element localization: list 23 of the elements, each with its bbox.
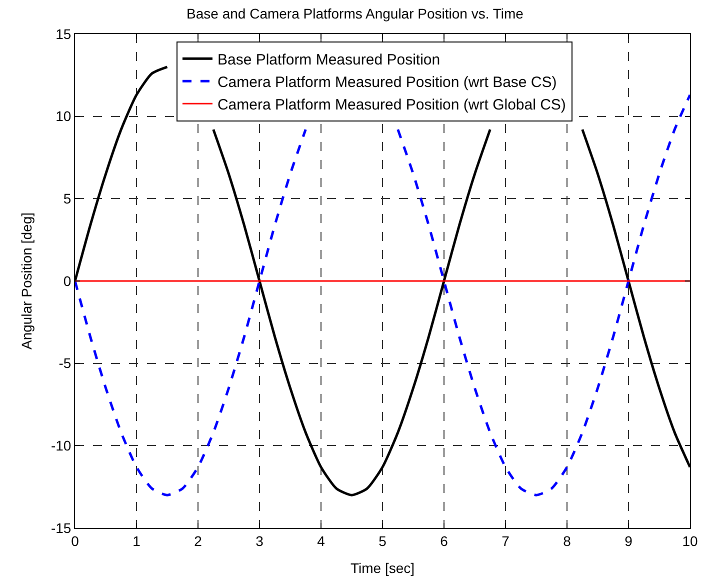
y-tick-label: -5 [58, 355, 72, 372]
x-tick-label: 1 [132, 532, 141, 549]
x-tick-label: 10 [682, 532, 698, 549]
legend-label: Base Platform Measured Position [217, 52, 440, 69]
x-tick-label: 4 [317, 532, 326, 549]
x-tick-label: 5 [378, 532, 387, 549]
y-tick-label: 5 [63, 190, 72, 207]
y-tick-label: 0 [63, 272, 72, 289]
x-tick-label: 7 [502, 532, 510, 549]
legend-label: Camera Platform Measured Position (wrt Global CS) [217, 96, 566, 114]
x-tick-label: 6 [440, 532, 448, 549]
chart-title: Base and Camera Platforms Angular Position vs. Time [186, 6, 524, 22]
y-tick-label: 15 [56, 26, 72, 42]
x-axis-title: Time [sec] [350, 560, 415, 576]
y-tick-label: -10 [50, 438, 72, 454]
x-tick-label: 8 [563, 532, 572, 549]
legend-label: Camera Platform Measured Position (wrt Base CS) [217, 74, 557, 92]
x-tick-label: 9 [624, 532, 633, 549]
y-axis-title: Angular Position [deg] [18, 212, 35, 350]
y-tick-label: 10 [56, 108, 72, 124]
x-tick-label: 2 [194, 532, 202, 549]
y-tick-label: -15 [50, 520, 72, 536]
x-tick-label: 3 [256, 532, 264, 549]
